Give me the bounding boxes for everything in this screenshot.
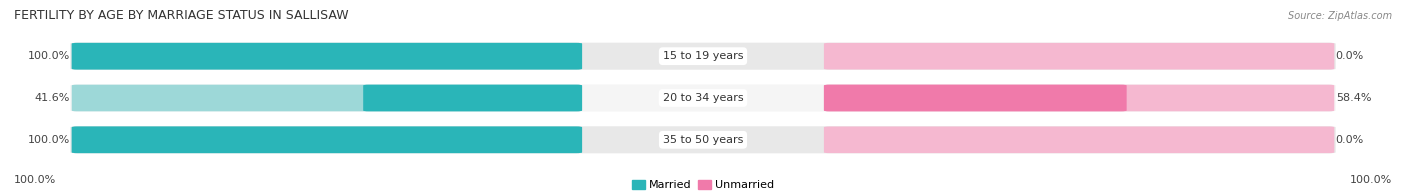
FancyBboxPatch shape <box>72 126 582 153</box>
FancyBboxPatch shape <box>824 126 1334 153</box>
Text: 100.0%: 100.0% <box>28 51 70 61</box>
FancyBboxPatch shape <box>72 85 582 111</box>
FancyBboxPatch shape <box>72 126 582 153</box>
FancyBboxPatch shape <box>363 85 582 111</box>
Text: 100.0%: 100.0% <box>1350 175 1392 185</box>
FancyBboxPatch shape <box>824 43 1334 70</box>
FancyBboxPatch shape <box>824 85 1126 111</box>
FancyBboxPatch shape <box>70 126 1336 153</box>
Text: 41.6%: 41.6% <box>35 93 70 103</box>
FancyBboxPatch shape <box>70 43 1336 70</box>
Text: 100.0%: 100.0% <box>14 175 56 185</box>
FancyBboxPatch shape <box>824 85 1334 111</box>
Text: 0.0%: 0.0% <box>1336 51 1364 61</box>
Text: 35 to 50 years: 35 to 50 years <box>662 135 744 145</box>
FancyBboxPatch shape <box>72 43 582 70</box>
Text: Source: ZipAtlas.com: Source: ZipAtlas.com <box>1288 11 1392 21</box>
Legend: Married, Unmarried: Married, Unmarried <box>631 180 775 191</box>
FancyBboxPatch shape <box>72 43 582 70</box>
Text: 58.4%: 58.4% <box>1336 93 1371 103</box>
Text: 15 to 19 years: 15 to 19 years <box>662 51 744 61</box>
Text: 0.0%: 0.0% <box>1336 135 1364 145</box>
Text: 20 to 34 years: 20 to 34 years <box>662 93 744 103</box>
Text: FERTILITY BY AGE BY MARRIAGE STATUS IN SALLISAW: FERTILITY BY AGE BY MARRIAGE STATUS IN S… <box>14 9 349 22</box>
Text: 100.0%: 100.0% <box>28 135 70 145</box>
FancyBboxPatch shape <box>70 84 1336 112</box>
